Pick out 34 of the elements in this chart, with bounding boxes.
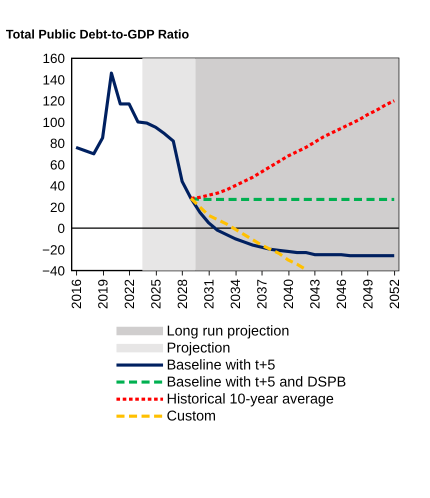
x-tick-label: 2043 <box>308 279 323 309</box>
y-tick-label: 60 <box>50 157 65 172</box>
legend-label: Historical 10-year average <box>166 392 334 408</box>
legend-label: Baseline with t+5 and DSPB <box>166 374 346 391</box>
y-tick-label: −40 <box>42 264 65 279</box>
x-tick-label: 2025 <box>148 279 164 309</box>
x-tick-label: 2019 <box>96 279 111 309</box>
legend-label: Projection <box>166 340 230 357</box>
x-tick-label: 2037 <box>254 279 270 309</box>
x-tick-label: 2046 <box>334 279 350 309</box>
legend-label: Custom <box>166 408 216 425</box>
chart-title: Total Public Debt-to-GDP Ratio <box>6 28 190 42</box>
y-tick-label: 80 <box>50 136 65 152</box>
x-tick-label: 2040 <box>281 279 296 309</box>
y-tick-label: 120 <box>42 94 65 109</box>
y-tick-label: 100 <box>42 114 65 130</box>
y-tick-label: 20 <box>50 200 65 215</box>
legend-label: Long run projection <box>166 324 290 340</box>
y-tick-label: 160 <box>42 51 65 66</box>
line-series <box>74 72 396 258</box>
y-tick-label: 140 <box>42 72 65 88</box>
x-tick-label: 2028 <box>175 279 190 309</box>
legend-label: Baseline with t+5 <box>166 358 276 374</box>
x-tick-label: 2049 <box>360 279 376 309</box>
line-series <box>189 196 308 271</box>
x-tick-label: 2022 <box>122 279 138 309</box>
y-tick-label: −20 <box>42 242 65 258</box>
x-tick-label: 2031 <box>202 279 217 309</box>
y-tick-label: 40 <box>50 178 65 194</box>
x-tick-label: 2016 <box>69 279 84 309</box>
x-tick-label: 2034 <box>228 278 244 309</box>
x-tick-label: 2052 <box>387 279 402 309</box>
line-series <box>189 99 396 200</box>
y-tick-label: 0 <box>57 221 65 236</box>
